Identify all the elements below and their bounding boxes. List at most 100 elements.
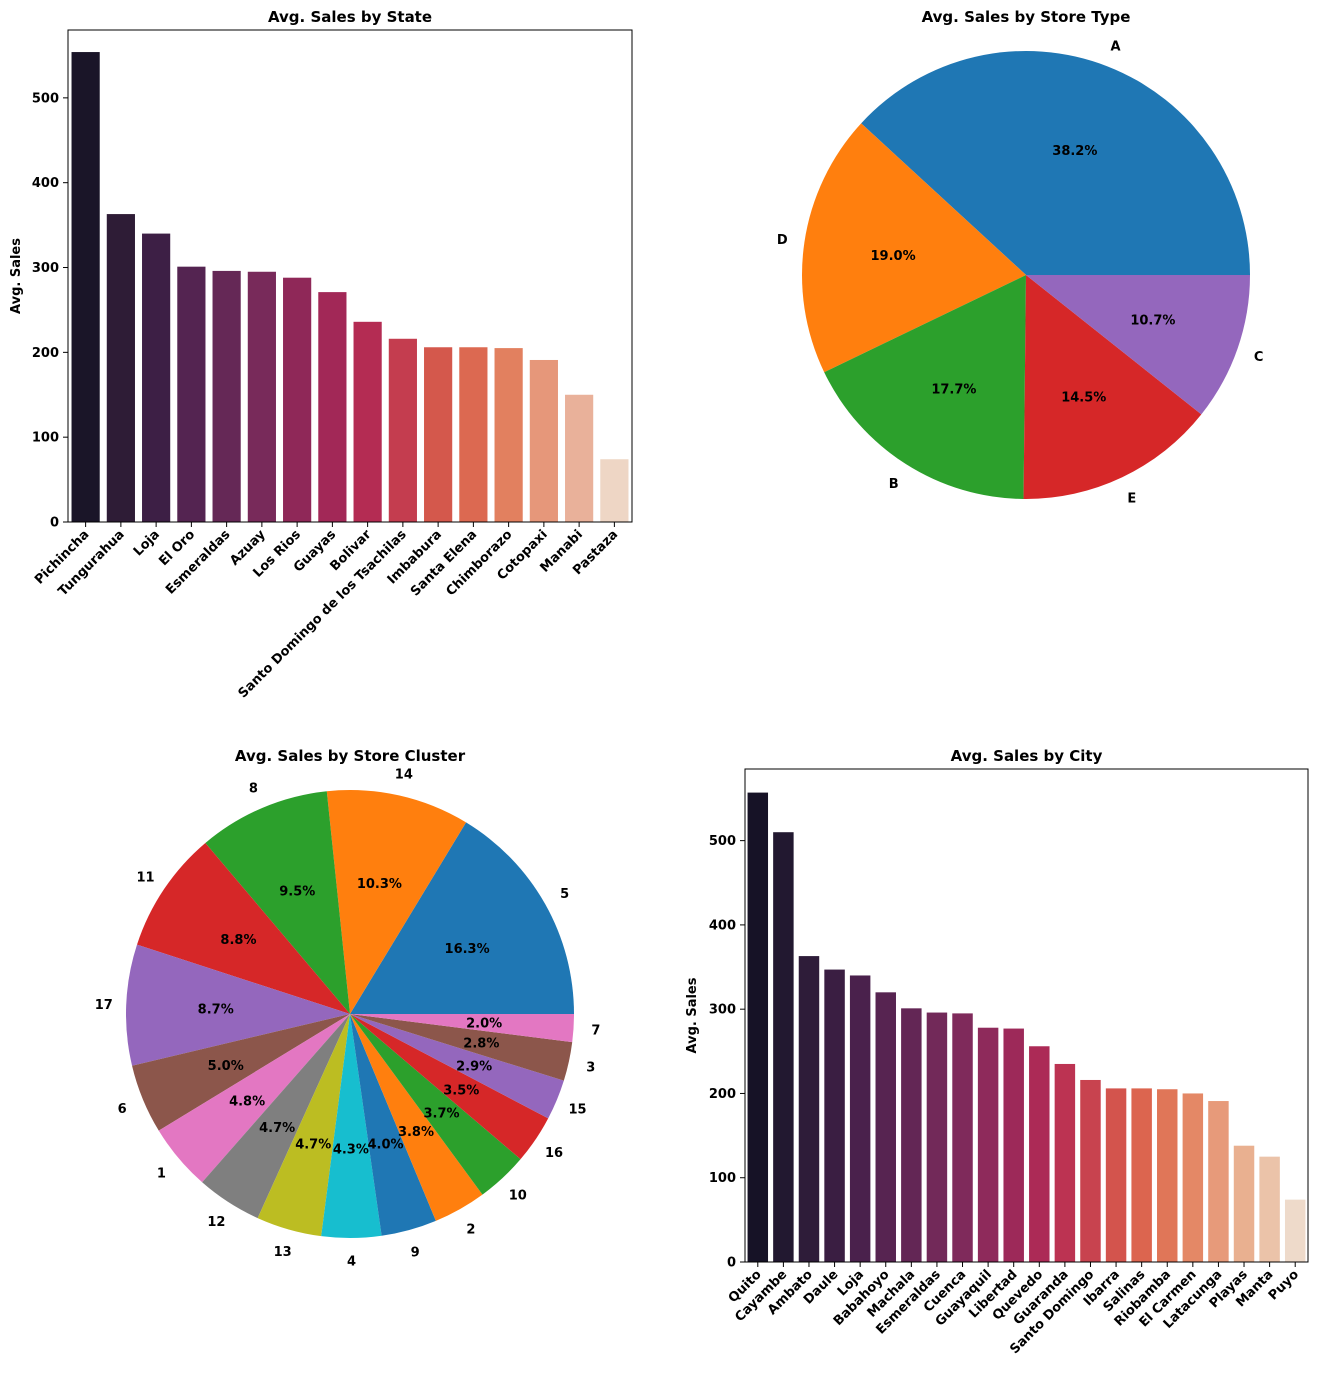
cluster-pct-label: 4.0% [368, 1138, 404, 1153]
cluster-slice-label: 11 [136, 871, 154, 886]
state-bar-chart: Avg. Sales by State0100200300400500Pichi… [9, 8, 633, 701]
cluster-slice-12 [202, 1014, 350, 1219]
cluster-pct-label: 4.7% [295, 1137, 331, 1152]
city-bar-cuenca [952, 1013, 973, 1262]
cluster-slice-3 [350, 1014, 573, 1081]
cluster-slice-4 [321, 1014, 382, 1239]
city-ytick-label: 400 [709, 918, 736, 933]
city-bar-playas [1233, 1145, 1255, 1262]
state-bar-esmeraldas [212, 270, 241, 522]
city-chart-title: Avg. Sales by City [951, 747, 1103, 765]
cluster-pct-label: 2.8% [463, 1037, 499, 1052]
store_type-slice-a [861, 50, 1250, 276]
city-bar-cayambe [773, 832, 794, 1262]
state-bar-chimborazo [494, 348, 523, 522]
city-ytick-label: 200 [709, 1087, 736, 1102]
cluster-slice-7 [350, 1014, 574, 1043]
city-bar-loja [849, 975, 871, 1262]
state-bar-los-rios [283, 277, 312, 522]
city-bar-santo-domingo [1080, 1079, 1101, 1262]
store_type-slice-e [1023, 275, 1202, 499]
cluster-slice-label: 16 [545, 1146, 563, 1161]
cluster-pct-label: 8.7% [198, 1003, 234, 1018]
city-plot-frame [744, 768, 1309, 1263]
city-bar-babahoyo [875, 992, 896, 1262]
city-bar-chart: Avg. Sales by City0100200300400500QuitoC… [685, 747, 1309, 1357]
cluster-pct-label: 2.0% [466, 1016, 502, 1031]
cluster-slice-13 [257, 1014, 350, 1237]
state-bar-santo-domingo-de-los-tsachilas [388, 338, 417, 522]
state-ytick-label: 400 [32, 176, 59, 191]
cluster-slice-label: 15 [569, 1102, 587, 1117]
city-ytick-label: 500 [709, 834, 736, 849]
state-bar-pichincha [71, 52, 100, 522]
state-ylabel: Avg. Sales [9, 238, 24, 314]
city-bar-machala [901, 1008, 922, 1262]
state-ytick-label: 200 [32, 346, 59, 361]
cluster-pct-label: 16.3% [445, 942, 490, 957]
city-bar-esmeraldas [926, 1012, 948, 1262]
cluster-slice-6 [132, 1014, 350, 1131]
store_type-slice-label: A [1111, 39, 1121, 54]
state-bar-el-oro [177, 266, 206, 522]
store_type-slice-label: D [777, 233, 788, 248]
city-bar-manta [1259, 1156, 1280, 1262]
cluster-slice-label: 12 [207, 1215, 225, 1230]
cluster-slice-2 [350, 1014, 483, 1221]
city-bar-ibarra [1105, 1088, 1127, 1262]
cluster-slice-9 [350, 1014, 436, 1236]
store_type-pct-label: 17.7% [931, 382, 976, 397]
city-bar-riobamba [1157, 1089, 1178, 1262]
state-bar-bolivar [353, 321, 382, 522]
cluster-slice-17 [125, 944, 350, 1066]
cluster-slice-16 [350, 1014, 549, 1160]
city-bar-libertad [1003, 1028, 1024, 1262]
store_type-pct-label: 14.5% [1061, 390, 1106, 405]
cluster-pie-chart: Avg. Sales by Store Cluster16.3%510.3%14… [95, 747, 601, 1269]
state-plot-frame [67, 29, 633, 523]
city-ytick-label: 0 [727, 1256, 736, 1271]
state-bar-manabi [565, 394, 594, 522]
cluster-chart-title: Avg. Sales by Store Cluster [235, 747, 466, 765]
cluster-slice-label: 8 [249, 781, 258, 796]
state-ytick-label: 300 [32, 261, 59, 276]
store_type-slice-d [802, 123, 1026, 373]
store_type-pct-label: 38.2% [1052, 144, 1097, 159]
state-xtick-label: Loja [131, 527, 163, 559]
cluster-slice-label: 4 [347, 1254, 356, 1269]
city-bar-guayaquil [977, 1027, 999, 1262]
city-bar-puyo [1284, 1199, 1306, 1262]
store_type-slice-label: E [1127, 491, 1136, 506]
city-bar-quevedo [1029, 1046, 1050, 1262]
cluster-pct-label: 4.7% [259, 1121, 295, 1136]
cluster-pct-label: 3.8% [398, 1125, 434, 1140]
cluster-slice-label: 2 [466, 1223, 475, 1238]
state-bar-loja [142, 233, 171, 522]
cluster-slice-label: 10 [509, 1188, 527, 1203]
state-bar-pastaza [600, 459, 629, 522]
state-ytick-label: 500 [32, 91, 59, 106]
cluster-slice-11 [137, 842, 350, 1014]
cluster-slice-label: 5 [560, 887, 569, 902]
cluster-pct-label: 4.3% [333, 1142, 369, 1157]
cluster-slice-label: 1 [157, 1167, 166, 1182]
city-bar-salinas [1131, 1088, 1152, 1262]
cluster-slice-label: 3 [586, 1060, 595, 1075]
state-bar-azuay [247, 271, 276, 522]
city-bar-daule [824, 969, 845, 1262]
state-bar-imbabura [424, 347, 453, 522]
state-bar-cotopaxi [529, 359, 558, 522]
cluster-slice-5 [350, 822, 574, 1014]
city-xtick-label: Puyo [1266, 1267, 1302, 1303]
cluster-slice-label: 13 [274, 1245, 292, 1260]
cluster-pct-label: 4.8% [229, 1094, 265, 1109]
state-bar-santa-elena [459, 347, 488, 522]
store_type-pct-label: 19.0% [871, 249, 916, 264]
cluster-pct-label: 8.8% [220, 933, 256, 948]
cluster-pct-label: 3.7% [424, 1106, 460, 1121]
cluster-pct-label: 5.0% [208, 1059, 244, 1074]
store_type-slice-c [1026, 275, 1250, 415]
state-bar-guayas [318, 292, 347, 522]
store_type-slice-label: B [889, 477, 899, 492]
